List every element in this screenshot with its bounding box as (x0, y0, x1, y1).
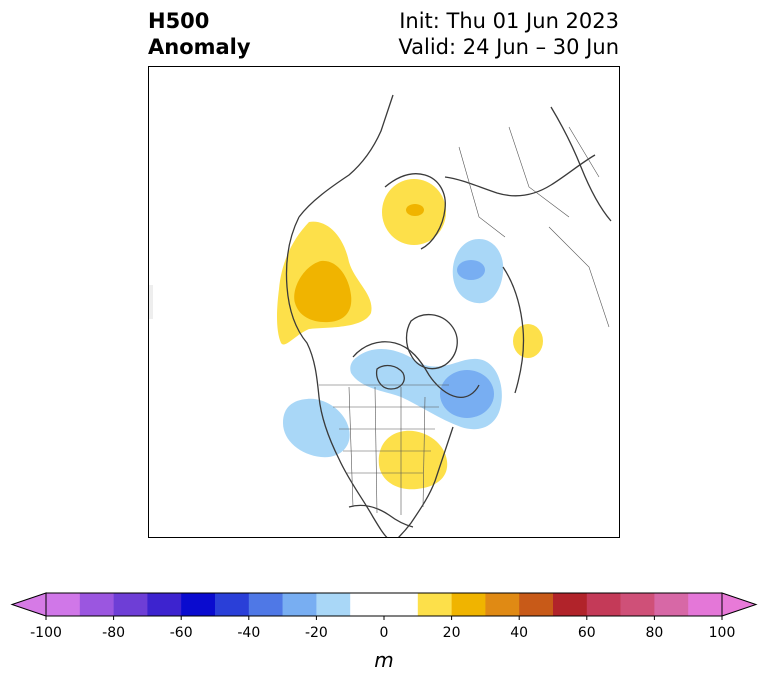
map-title-variable: H500 Anomaly (148, 8, 251, 60)
colorbar-block (248, 593, 283, 616)
anomaly-negative-pacific-northwest (283, 398, 350, 458)
colorbar-ticks (45, 616, 723, 620)
colorbar-unit-label: m (374, 648, 394, 672)
colorbar-tick-label: 0 (379, 625, 389, 641)
init-date: Init: Thu 01 Jun 2023 (399, 9, 619, 33)
colorbar-block (519, 593, 554, 616)
map-title-dates: Init: Thu 01 Jun 2023 Valid: 24 Jun – 30… (398, 8, 619, 60)
title-line-variable: H500 (148, 9, 210, 33)
colorbar-block (350, 593, 419, 616)
colorbar-tick-label: -80 (102, 625, 126, 641)
colorbar-tick-label: 100 (708, 625, 736, 641)
anomaly-positive-scandinavia-core (406, 204, 424, 216)
colorbar-block (451, 593, 486, 616)
colorbar-tick-label: 60 (577, 625, 596, 641)
colorbar-block (215, 593, 250, 616)
colorbar-block (620, 593, 655, 616)
colorbar-tick-label: 20 (442, 625, 461, 641)
colorbar-block (316, 593, 351, 616)
colorbar-tick-label: -60 (169, 625, 193, 641)
colorbar-block (586, 593, 621, 616)
colorbar-tick-label: -100 (30, 625, 62, 641)
colorbar-block (181, 593, 216, 616)
colorbar-block (147, 593, 182, 616)
colorbar-block (79, 593, 114, 616)
colorbar-tick-label: 80 (645, 625, 664, 641)
valid-range: Valid: 24 Jun – 30 Jun (398, 35, 619, 59)
colorbar-block (113, 593, 148, 616)
colorbar-block (654, 593, 689, 616)
anomaly-map (149, 94, 612, 537)
coastlines (285, 94, 612, 537)
colorbar (10, 592, 758, 620)
colorbar-block (485, 593, 520, 616)
colorbar-blocks (10, 592, 758, 617)
map-panel (148, 66, 620, 538)
colorbar-block (282, 593, 317, 616)
colorbar-block (46, 593, 81, 616)
colorbar-block (553, 593, 588, 616)
colorbar-extend-high (721, 592, 758, 617)
anomaly-positive-great-lakes (378, 430, 448, 490)
colorbar-tick-label: -40 (237, 625, 261, 641)
colorbar-block (688, 593, 723, 616)
anomaly-positive-greenland-sea (513, 324, 543, 358)
colorbar-tick-label: -20 (304, 625, 328, 641)
anomaly-negative-labrador-core (440, 370, 494, 418)
title-line-field: Anomaly (148, 35, 251, 59)
anomaly-positive-west-canada-inner (294, 260, 352, 323)
colorbar-extend-low (10, 592, 47, 617)
anomaly-negative-russia-core (457, 260, 485, 280)
colorbar-block (417, 593, 452, 616)
colorbar-tick-label: 40 (510, 625, 529, 641)
hemisphere-edge (149, 285, 153, 319)
political-borders (319, 126, 610, 515)
